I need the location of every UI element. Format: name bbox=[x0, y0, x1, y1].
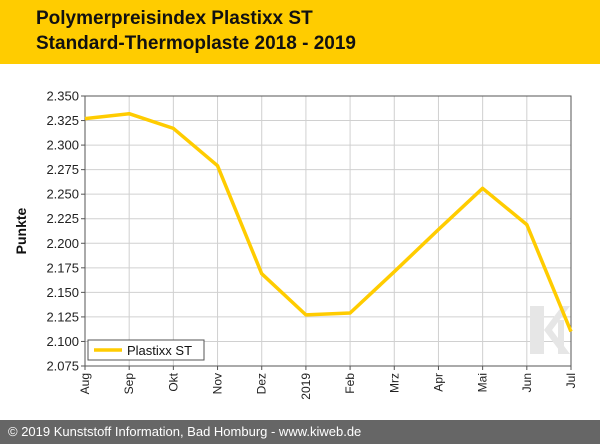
x-tick-label: Apr bbox=[431, 373, 445, 392]
y-tick-label: 2.075 bbox=[46, 359, 79, 374]
y-tick-label: 2.325 bbox=[46, 113, 79, 128]
series-layer bbox=[84, 111, 573, 333]
x-tick-label: Aug bbox=[78, 373, 92, 394]
y-tick-label: 2.175 bbox=[46, 260, 79, 275]
y-tick-label: 2.300 bbox=[46, 138, 79, 153]
y-tick-label: 2.125 bbox=[46, 309, 79, 324]
plot-border bbox=[84, 95, 572, 367]
x-tick-label: Jun bbox=[520, 373, 534, 392]
y-axis-ticks: 2.075 2.100 2.125 2.150 2.175 2.200 2.225 2.250… bbox=[46, 89, 85, 374]
plot-area bbox=[85, 96, 571, 366]
x-tick-label: Dez bbox=[255, 373, 269, 394]
x-tick-label: Feb bbox=[343, 373, 357, 394]
chart-subtitle: Standard-Thermoplaste 2018 - 2019 bbox=[36, 33, 356, 54]
line-chart: 2.075 2.100 2.125 2.150 2.175 2.200 2.225 2.250… bbox=[13, 89, 578, 400]
x-axis-ticks: Aug Sep Okt Nov Dez 2019 Feb Mrz Apr Mai Jun Jul bbox=[78, 366, 578, 400]
x-tick-label: Mai bbox=[476, 373, 490, 392]
copyright-text: © 2019 Kunststoff Information, Bad Hombu… bbox=[8, 424, 362, 439]
legend-label: Plastixx ST bbox=[127, 343, 192, 358]
footer-bar: © 2019 Kunststoff Information, Bad Hombu… bbox=[0, 420, 600, 444]
watermark-logo bbox=[530, 306, 570, 354]
chart-title: Polymerpreisindex Plastixx ST bbox=[36, 8, 313, 29]
y-tick-label: 2.200 bbox=[46, 236, 79, 251]
y-tick-label: 2.275 bbox=[46, 162, 79, 177]
x-tick-label: Mrz bbox=[387, 373, 401, 393]
x-tick-label: Jul bbox=[564, 373, 578, 388]
x-tick-label: Nov bbox=[211, 373, 225, 394]
series-line bbox=[84, 111, 573, 333]
y-axis-label: Punkte bbox=[13, 207, 29, 254]
title-banner: Polymerpreisindex Plastixx ST Standard-T… bbox=[0, 0, 600, 64]
x-tick-label: 2019 bbox=[299, 373, 313, 400]
legend: Plastixx ST bbox=[87, 339, 205, 361]
y-tick-label: 2.150 bbox=[46, 285, 79, 300]
x-tick-label: Okt bbox=[166, 372, 180, 391]
y-tick-label: 2.350 bbox=[46, 89, 79, 104]
legend-box bbox=[87, 339, 205, 361]
y-tick-label: 2.100 bbox=[46, 334, 79, 349]
y-tick-label: 2.225 bbox=[46, 211, 79, 226]
x-tick-label: Sep bbox=[122, 373, 136, 395]
y-tick-label: 2.250 bbox=[46, 187, 79, 202]
